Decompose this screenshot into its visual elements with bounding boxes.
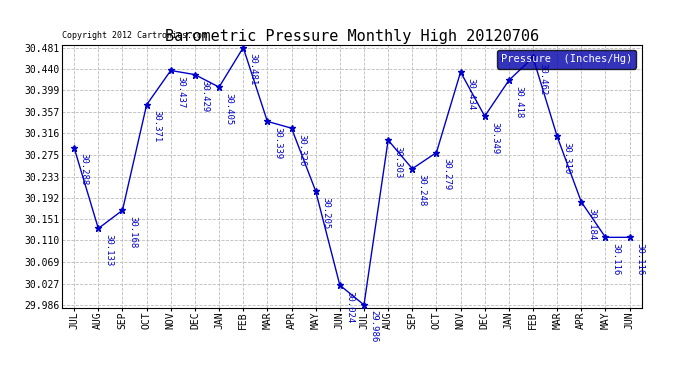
Text: 30.437: 30.437 — [177, 76, 186, 108]
Text: 30.371: 30.371 — [152, 110, 161, 142]
Text: 30.303: 30.303 — [394, 146, 403, 178]
Text: 30.205: 30.205 — [322, 196, 331, 229]
Text: 30.405: 30.405 — [225, 93, 234, 125]
Text: 30.288: 30.288 — [80, 153, 89, 186]
Text: 30.339: 30.339 — [273, 127, 282, 159]
Text: 30.462: 30.462 — [539, 63, 548, 95]
Text: 30.418: 30.418 — [515, 86, 524, 118]
Legend: Pressure  (Inches/Hg): Pressure (Inches/Hg) — [497, 50, 636, 69]
Text: 30.116: 30.116 — [611, 243, 620, 275]
Text: 30.349: 30.349 — [491, 122, 500, 154]
Text: 30.434: 30.434 — [466, 78, 475, 110]
Text: 30.326: 30.326 — [297, 134, 306, 166]
Text: 30.024: 30.024 — [346, 291, 355, 323]
Text: 30.429: 30.429 — [201, 80, 210, 112]
Text: 30.248: 30.248 — [418, 174, 427, 207]
Text: 30.133: 30.133 — [104, 234, 113, 266]
Text: 30.279: 30.279 — [442, 158, 451, 190]
Title: Barometric Pressure Monthly High 20120706: Barometric Pressure Monthly High 2012070… — [165, 29, 539, 44]
Text: 30.168: 30.168 — [128, 216, 137, 248]
Text: Copyright 2012 Cartronics.com: Copyright 2012 Cartronics.com — [62, 31, 207, 40]
Text: 30.184: 30.184 — [587, 207, 596, 240]
Text: 30.116: 30.116 — [635, 243, 644, 275]
Text: 30.310: 30.310 — [563, 142, 572, 174]
Text: 29.986: 29.986 — [370, 310, 379, 343]
Text: 30.481: 30.481 — [249, 53, 258, 86]
